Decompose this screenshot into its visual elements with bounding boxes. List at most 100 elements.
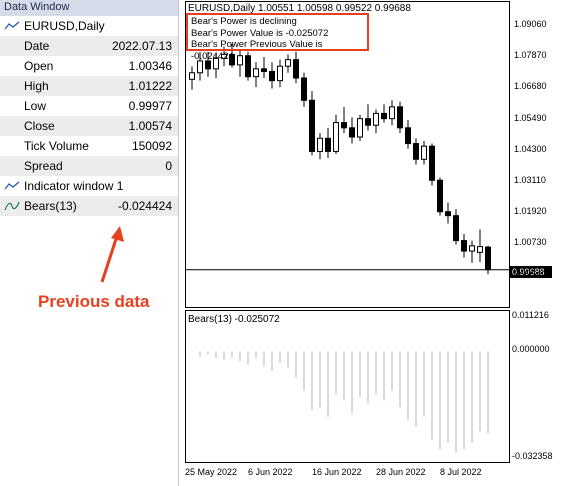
candle-body [453,215,459,242]
candle-body [381,112,387,120]
candle-body [341,122,347,129]
annotation-arrow-icon [100,226,124,283]
date-axis-label: 6 Jun 2022 [248,467,293,477]
candle-body [325,137,331,152]
main-chart-frame [185,1,510,308]
chart-line-icon [4,21,20,30]
price-axis-label: 1.04300 [514,143,547,154]
date-axis-label: 16 Jun 2022 [312,467,362,477]
candle-body [357,118,363,138]
indicator-section[interactable]: Indicator window 1 [0,176,178,196]
candle-body [309,99,315,152]
candle-body [253,68,259,78]
candle-body [229,53,235,66]
candle-body [413,143,419,160]
data-window: Data Window EURUSD,Daily Date 2022.07.13 O… [0,0,179,486]
price-axis-label: 1.01920 [514,206,547,217]
data-row-value: 1.00346 [128,59,172,73]
data-row: Close 1.00574 [0,116,178,136]
data-row: Tick Volume 150092 [0,136,178,156]
candle-body [445,211,451,217]
data-row: High 1.01222 [0,76,178,96]
message-line: Bear's Power is declining [191,16,297,27]
candle-body [333,122,339,152]
candle-body [197,60,203,74]
chart-header: EURUSD,Daily 1.00551 1.00598 0.99522 0.9… [188,3,411,14]
annotation-text: Previous data [38,292,150,311]
data-row-label: Spread [24,159,63,173]
chart-window[interactable]: EURUSD,Daily 1.00551 1.00598 0.99522 0.9… [184,0,562,486]
candle-body [213,57,219,70]
data-row-value: 1.00574 [128,119,172,133]
data-row-label: Close [24,119,55,133]
candle-body [349,127,355,138]
candle-body [205,60,211,70]
chart-line-icon [4,181,20,190]
indicator-axis-label: -0.032358 [512,451,553,461]
candle-body [285,59,291,67]
candle-body [421,145,427,160]
indicator-icon [4,201,20,211]
candle-body [485,246,491,271]
data-row-label: High [24,79,49,93]
candle-body [437,179,443,213]
date-axis-label: 28 Jun 2022 [376,467,426,477]
price-axis-label: 1.03110 [514,175,546,185]
data-row-label: Date [24,39,50,53]
price-axis-label: 0.99540 [514,268,547,279]
message-line: Bear's Power Previous Value is -0.024424 [191,39,323,62]
current-price-label: 0.99688 [510,266,552,278]
symbol-section[interactable]: EURUSD,Daily [0,16,178,36]
candle-body [373,112,379,126]
data-row: Date 2022.07.13 [0,36,178,56]
indicator-axis-label: 0.011216 [512,310,549,320]
indicator-section-label: Indicator window 1 [24,179,124,193]
data-row-value: 0 [165,159,172,173]
date-axis-label: 8 Jul 2022 [440,467,482,477]
candle-body [245,55,251,78]
candle-body [365,118,371,126]
data-row-label: Tick Volume [24,139,89,153]
data-row-label: Low [24,99,47,113]
candle-body [469,245,475,252]
indicator-header: Bears(13) -0.025072 [188,314,280,325]
message-line: Bear's Power Value is -0.025072 [191,27,329,39]
indicator-row: Bears(13) -0.024424 [0,196,178,216]
price-axis-label: 1.07870 [514,50,547,61]
price-axis-label: 1.05490 [514,112,547,123]
data-row: Spread 0 [0,156,178,176]
candle-body [429,145,435,181]
candle-body [301,77,307,101]
chart-canvas[interactable] [184,0,562,486]
candle-body [397,106,403,129]
candle-body [261,68,267,72]
candle-body [389,106,395,120]
data-row-value: 0.99977 [128,99,172,113]
price-axis-label: 1.00730 [514,237,547,248]
candle-body [477,246,483,253]
candle-body [237,55,243,66]
candle-body [277,65,283,82]
data-row: Low 0.99977 [0,96,178,116]
candle-body [461,240,467,252]
price-axis-label: 1.06680 [514,81,547,92]
indicator-frame [185,310,510,463]
indicator-value: -0.024424 [117,199,172,213]
candle-body [189,72,195,80]
price-axis-label: 1.09060 [514,19,547,29]
data-row-value: 150092 [131,139,172,153]
data-row-value: 1.01222 [128,79,172,93]
candle-body [269,70,275,82]
candle-body [293,59,299,79]
indicator-label: Bears(13) [24,199,77,213]
data-row: Open 1.00346 [0,56,178,76]
data-row-value: 2022.07.13 [111,39,172,53]
candle-body [405,127,411,145]
indicator-axis-label: 0.000000 [512,344,550,354]
message-box: Bear's Power is declining Bear's Power V… [186,13,369,62]
candle-body [221,53,227,59]
date-axis-label: 25 May 2022 [185,467,238,477]
data-row-label: Open [24,59,54,73]
data-window-title: Data Window [0,0,178,16]
candle-body [317,137,323,152]
